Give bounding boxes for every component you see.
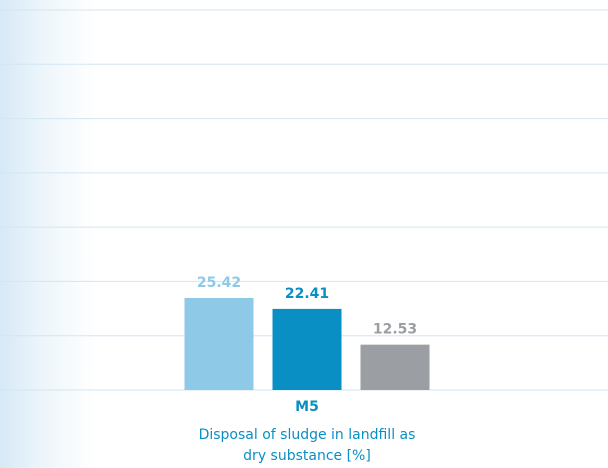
data-label: 22.41 bbox=[285, 286, 329, 302]
bar bbox=[184, 298, 254, 390]
axis-label: Disposal of sludge in landfill as dry su… bbox=[198, 427, 416, 464]
data-label: 25.42 bbox=[197, 275, 241, 291]
data-label: 12.53 bbox=[373, 322, 417, 338]
bar bbox=[272, 308, 342, 390]
category-label: M5 bbox=[295, 399, 319, 415]
bar bbox=[360, 344, 430, 390]
